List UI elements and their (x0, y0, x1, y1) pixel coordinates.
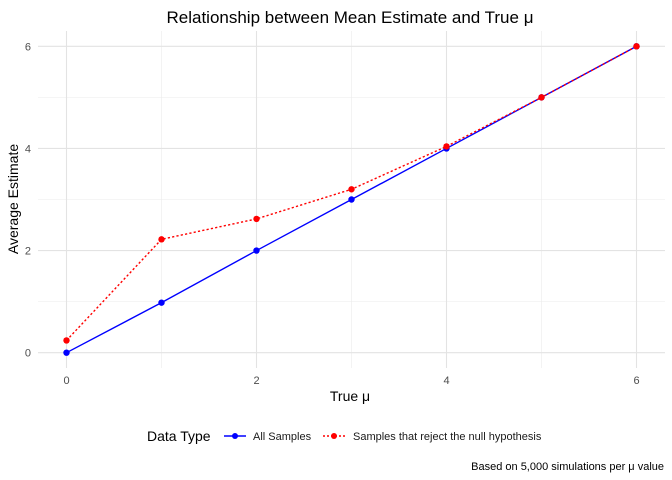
data-point-reject-null (63, 337, 70, 344)
data-point-all-samples (63, 349, 70, 356)
x-tick-label: 0 (63, 375, 69, 387)
legend-point-reject-null (331, 433, 337, 439)
legend-label-all-samples: All Samples (253, 431, 312, 443)
data-point-reject-null (348, 186, 355, 193)
data-point-reject-null (633, 43, 640, 50)
data-point-all-samples (158, 299, 165, 306)
data-point-all-samples (253, 247, 260, 254)
chart-title: Relationship between Mean Estimate and T… (166, 8, 533, 27)
data-point-reject-null (158, 236, 165, 243)
y-tick-label: 4 (25, 143, 31, 155)
chart-caption: Based on 5,000 simulations per μ value (471, 461, 664, 473)
legend-title: Data Type (147, 428, 211, 444)
tick-labels: 0 2 4 6 0 2 4 6 (25, 41, 640, 387)
legend-point-all-samples (232, 433, 238, 439)
data-point-reject-null (253, 215, 260, 223)
series-layer (63, 43, 640, 356)
data-point-reject-null (443, 143, 450, 150)
legend: Data Type All Samples Samples that rejec… (147, 428, 542, 444)
x-tick-label: 2 (253, 375, 259, 387)
y-tick-label: 6 (25, 41, 31, 53)
y-tick-label: 2 (25, 246, 31, 258)
x-tick-label: 4 (443, 375, 449, 387)
y-tick-label: 0 (25, 348, 31, 360)
data-point-reject-null (538, 94, 545, 101)
x-tick-label: 6 (633, 375, 639, 387)
legend-key-all-samples: All Samples (224, 431, 312, 443)
data-point-all-samples (348, 196, 355, 203)
y-axis-label: Average Estimate (5, 144, 21, 254)
legend-key-reject-null: Samples that reject the null hypothesis (323, 431, 542, 443)
legend-label-reject-null: Samples that reject the null hypothesis (353, 431, 542, 443)
x-axis-label: True μ (330, 388, 370, 404)
